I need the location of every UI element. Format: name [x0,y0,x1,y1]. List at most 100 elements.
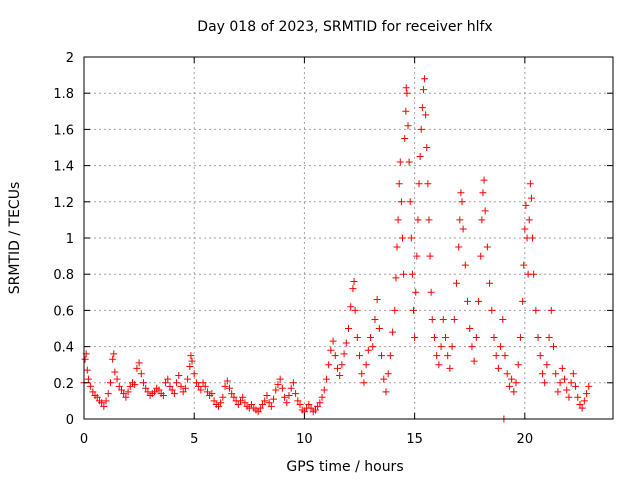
data-point [556,379,564,387]
data-point [519,297,527,305]
data-point [358,370,366,378]
data-point [516,334,524,342]
data-point [98,399,106,407]
data-point [497,343,505,351]
data-point [554,388,562,396]
data-point [456,216,464,224]
data-point [113,375,121,383]
data-point [394,216,402,224]
data-point [347,303,355,311]
data-point [230,393,238,401]
data-point [199,379,207,387]
data-point [503,370,511,378]
data-point [208,390,216,398]
data-point [84,375,92,383]
data-point [561,375,569,383]
data-point [450,315,458,323]
data-point [395,180,403,188]
data-point [417,125,425,133]
data-point [294,397,302,405]
data-point [424,180,432,188]
data-points [80,75,593,423]
data-point [486,279,494,287]
data-point [545,334,553,342]
data-point [187,352,195,360]
data-point [403,89,411,97]
data-point [411,334,419,342]
data-point [522,201,530,209]
data-point [100,402,108,410]
data-point [214,402,222,410]
data-point [437,343,445,351]
data-point [195,382,203,390]
data-point [499,315,507,323]
data-point [402,84,410,92]
data-point [433,352,441,360]
data-point [261,397,269,405]
data-point [296,401,304,409]
data-point [133,364,141,372]
data-point [464,297,472,305]
data-point [567,379,575,387]
data-point [173,379,181,387]
data-point [316,399,324,407]
data-point [384,370,392,378]
data-point [475,297,483,305]
data-point [329,337,337,345]
data-point [397,198,405,206]
data-point [327,346,335,354]
data-point [364,346,372,354]
data-point [483,243,491,251]
data-point [444,352,452,360]
data-point [83,366,91,374]
data-point [458,198,466,206]
data-point [353,334,361,342]
data-point [538,370,546,378]
data-point [356,352,364,360]
data-point [175,372,183,380]
data-point [318,393,326,401]
data-point [578,404,586,412]
data-point [331,352,339,360]
x-tick-label: 15 [406,432,423,447]
data-point [412,288,420,296]
data-point [201,382,209,390]
data-point [410,306,418,314]
data-point [527,194,535,202]
data-point [126,382,134,390]
data-point [558,364,566,372]
data-point [477,252,485,260]
data-point [480,176,488,184]
data-point [164,375,172,383]
data-point [565,393,573,401]
data-point [401,134,409,142]
data-point [350,277,358,285]
data-point [342,339,350,347]
data-point [192,379,200,387]
data-point [338,361,346,369]
data-point [423,144,431,151]
data-point [427,288,435,296]
data-point [490,334,498,342]
data-point [142,384,150,392]
data-point [265,399,273,407]
data-point [583,390,591,398]
data-point [375,325,383,332]
data-point [111,368,119,376]
data-point [181,384,189,392]
data-point [155,386,163,394]
data-point [340,350,348,358]
y-tick-label: 0.4 [53,341,74,356]
data-point [430,334,438,342]
data-point [408,270,416,278]
data-point [549,343,557,351]
data-point [441,334,449,342]
y-tick-label: 0.6 [53,304,74,319]
data-point [274,381,282,389]
data-point [479,189,487,197]
data-point [472,334,480,342]
data-point [455,243,463,251]
data-point [81,355,89,363]
x-axis-label: GPS time / hours [286,459,403,475]
